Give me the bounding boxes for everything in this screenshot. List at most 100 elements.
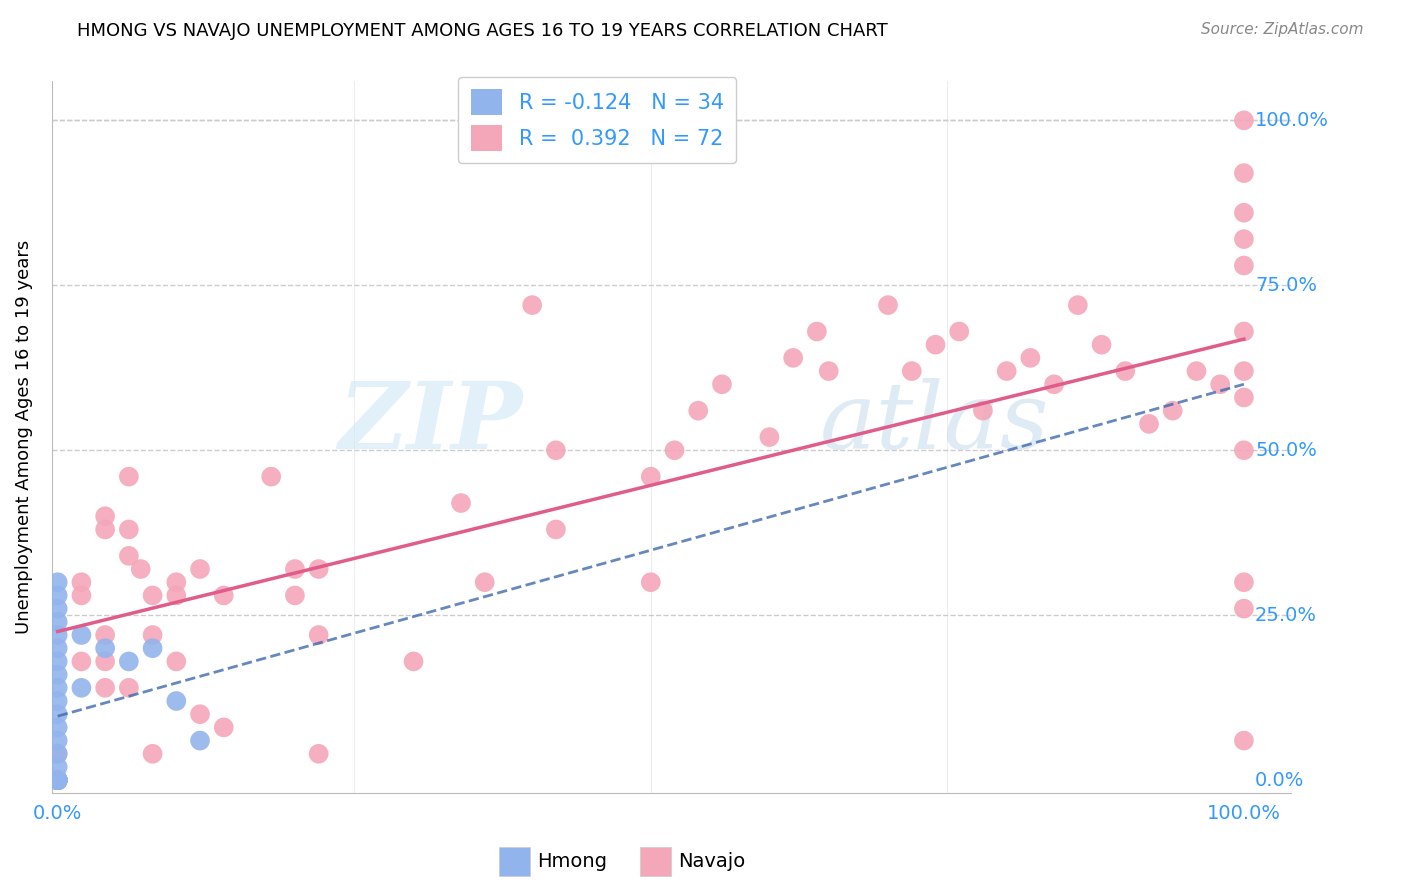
Point — [1114, 364, 1136, 378]
Point — [450, 496, 472, 510]
Point — [70, 589, 93, 603]
Point — [46, 773, 69, 788]
Point — [46, 654, 69, 668]
Point — [1233, 232, 1256, 246]
Point — [142, 641, 165, 656]
Point — [1019, 351, 1042, 365]
Point — [544, 443, 567, 458]
Point — [46, 641, 69, 656]
Point — [94, 654, 117, 668]
Point — [995, 364, 1018, 378]
Point — [474, 575, 496, 590]
Point — [1161, 403, 1184, 417]
Point — [782, 351, 804, 365]
Point — [70, 654, 93, 668]
Point — [70, 681, 93, 695]
Text: ZIP: ZIP — [339, 378, 523, 467]
Point — [46, 773, 69, 788]
Point — [94, 641, 117, 656]
Point — [46, 681, 69, 695]
Point — [758, 430, 780, 444]
Point — [165, 575, 187, 590]
Point — [664, 443, 686, 458]
Text: Hmong: Hmong — [537, 852, 607, 871]
Point — [1137, 417, 1160, 431]
Point — [46, 589, 69, 603]
Point — [188, 733, 211, 747]
Point — [94, 523, 117, 537]
Point — [46, 720, 69, 734]
Point — [46, 773, 69, 788]
Point — [308, 747, 330, 761]
Point — [284, 562, 307, 576]
Point — [46, 707, 69, 722]
Y-axis label: Unemployment Among Ages 16 to 19 years: Unemployment Among Ages 16 to 19 years — [15, 240, 32, 634]
Point — [1185, 364, 1208, 378]
Point — [46, 773, 69, 788]
Point — [544, 523, 567, 537]
Point — [46, 747, 69, 761]
Point — [46, 747, 69, 761]
Point — [284, 589, 307, 603]
Text: Navajo: Navajo — [678, 852, 745, 871]
Point — [688, 403, 710, 417]
Point — [188, 707, 211, 722]
Point — [46, 773, 69, 788]
Point — [1233, 325, 1256, 339]
Point — [1233, 113, 1256, 128]
Point — [1233, 166, 1256, 180]
Point — [46, 601, 69, 615]
Point — [522, 298, 544, 312]
Point — [1043, 377, 1066, 392]
Point — [877, 298, 900, 312]
Point — [46, 694, 69, 708]
Legend: R = -0.124   N = 34, R =  0.392   N = 72: R = -0.124 N = 34, R = 0.392 N = 72 — [458, 77, 737, 163]
Point — [972, 403, 994, 417]
Text: 75.0%: 75.0% — [1256, 276, 1317, 294]
Point — [118, 654, 141, 668]
Point — [1233, 391, 1256, 405]
Point — [94, 509, 117, 524]
Point — [1233, 205, 1256, 219]
Point — [188, 562, 211, 576]
Point — [924, 337, 946, 351]
Text: 100.0%: 100.0% — [1256, 111, 1329, 130]
Point — [165, 654, 187, 668]
Point — [46, 773, 69, 788]
Point — [260, 469, 283, 483]
Point — [118, 523, 141, 537]
Point — [900, 364, 922, 378]
Point — [308, 628, 330, 642]
Point — [1233, 443, 1256, 458]
Point — [46, 773, 69, 788]
Point — [70, 628, 93, 642]
Point — [46, 575, 69, 590]
Point — [165, 589, 187, 603]
Point — [710, 377, 733, 392]
Point — [1090, 337, 1112, 351]
Point — [46, 760, 69, 774]
Point — [1209, 377, 1232, 392]
Point — [212, 589, 235, 603]
Text: Source: ZipAtlas.com: Source: ZipAtlas.com — [1201, 22, 1364, 37]
Point — [142, 628, 165, 642]
Point — [1067, 298, 1090, 312]
Point — [640, 469, 662, 483]
Point — [70, 575, 93, 590]
Point — [46, 667, 69, 681]
Point — [948, 325, 970, 339]
Point — [46, 615, 69, 629]
Point — [118, 681, 141, 695]
Text: 50.0%: 50.0% — [1256, 441, 1317, 459]
Point — [46, 733, 69, 747]
Point — [402, 654, 425, 668]
Point — [94, 681, 117, 695]
Text: atlas: atlas — [820, 378, 1050, 467]
Point — [46, 773, 69, 788]
Point — [308, 562, 330, 576]
Text: HMONG VS NAVAJO UNEMPLOYMENT AMONG AGES 16 TO 19 YEARS CORRELATION CHART: HMONG VS NAVAJO UNEMPLOYMENT AMONG AGES … — [77, 22, 889, 40]
Point — [142, 589, 165, 603]
Point — [1233, 575, 1256, 590]
Point — [94, 628, 117, 642]
Point — [46, 773, 69, 788]
